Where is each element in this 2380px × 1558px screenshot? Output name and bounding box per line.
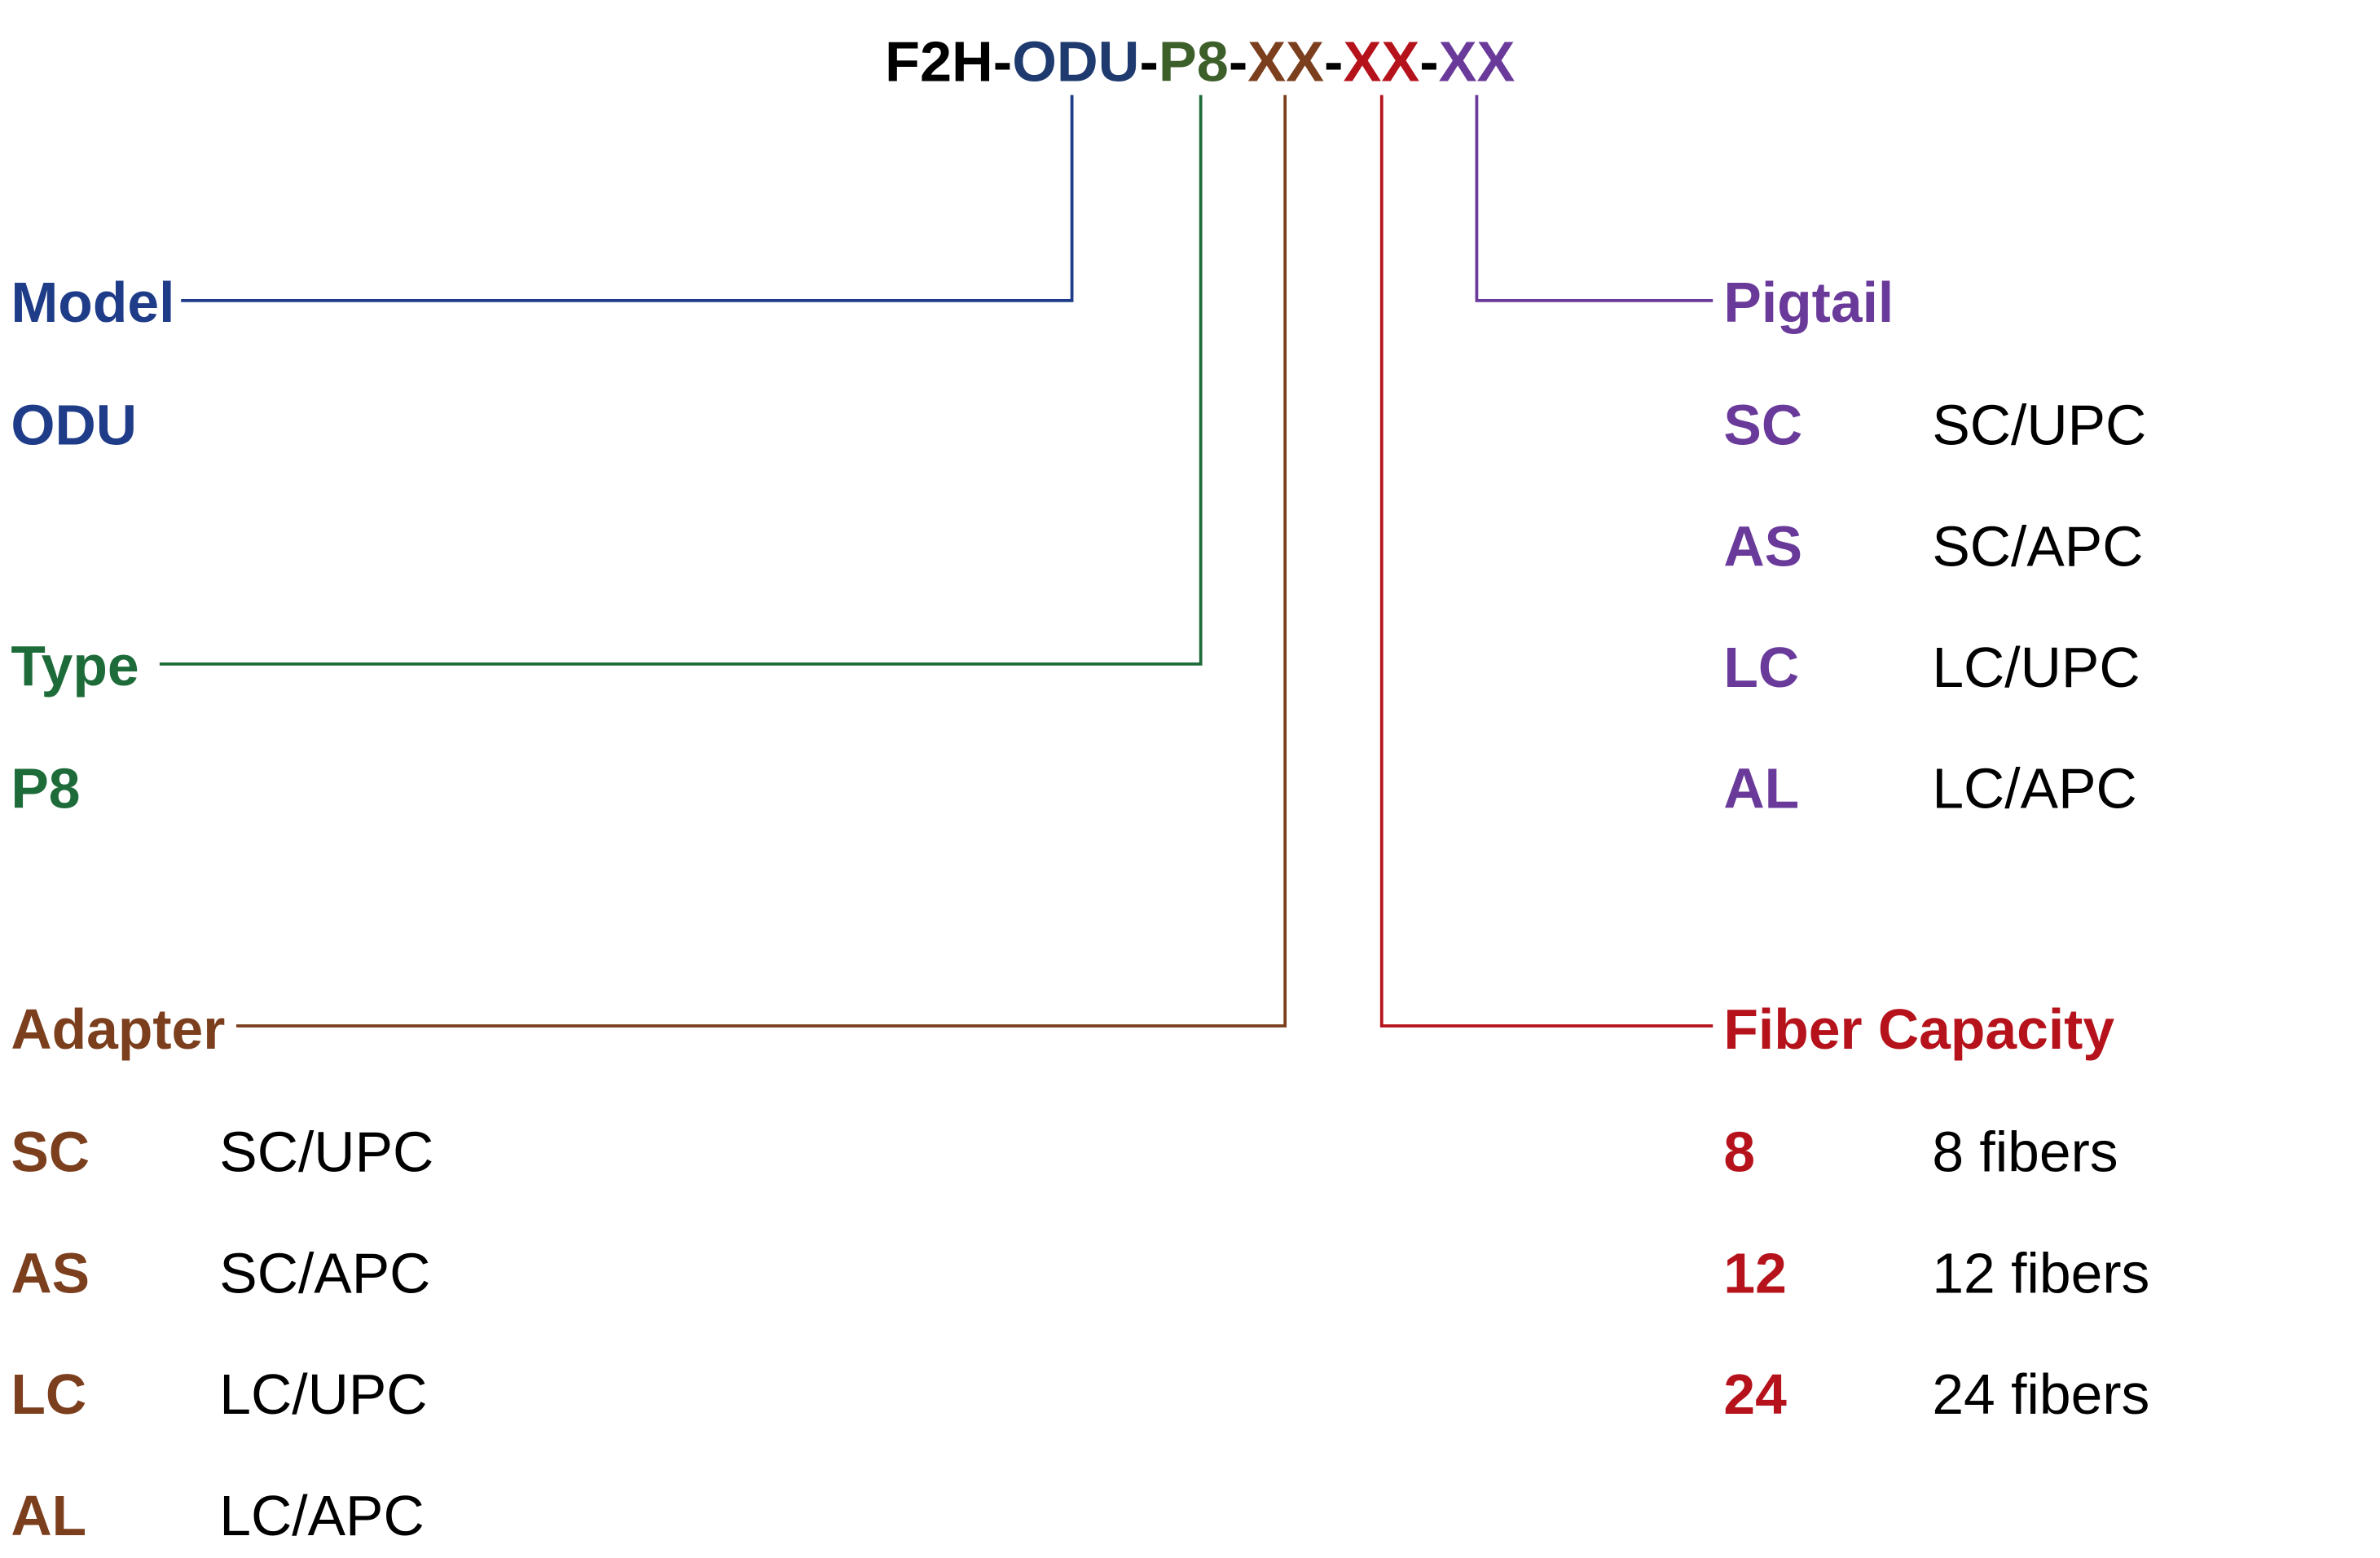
section-title: Adapter	[11, 997, 225, 1061]
option-code: AL	[1723, 757, 1799, 821]
section-title: Pigtail	[1723, 271, 1894, 334]
code-part: ODU	[1012, 30, 1139, 94]
code-part: F2H	[885, 30, 993, 94]
option-code: AL	[11, 1484, 86, 1547]
code-separator: -	[1419, 30, 1438, 94]
model-connector	[181, 95, 1074, 302]
option-code: 8	[1723, 1120, 1755, 1184]
option-code: P8	[11, 757, 80, 821]
option-description: 8 fibers	[1932, 1120, 2118, 1184]
fiber-capacity-connector	[1379, 95, 1714, 1028]
section-title: Model	[11, 271, 174, 334]
section-title: Type	[11, 634, 139, 698]
code-separator: -	[993, 30, 1012, 94]
option-code: LC	[11, 1362, 86, 1426]
code-separator: -	[1324, 30, 1343, 94]
option-description: LC/APC	[1932, 757, 2136, 821]
option-code: ODU	[11, 394, 137, 457]
option-code: AS	[1723, 514, 1802, 578]
option-code: SC	[1723, 394, 1802, 457]
option-description: SC/APC	[219, 1241, 430, 1305]
option-code: 12	[1723, 1241, 1786, 1305]
option-code: SC	[11, 1120, 90, 1184]
option-description: LC/UPC	[1932, 636, 2140, 699]
code-separator: -	[1229, 30, 1247, 94]
ordering-code: F2H-ODU-P8-XX-XX-XX	[885, 30, 1515, 94]
code-part: P8	[1159, 30, 1229, 94]
code-part: XX	[1343, 30, 1419, 94]
adapter-connector	[235, 95, 1287, 1028]
option-description: SC/UPC	[219, 1120, 433, 1184]
code-part: XX	[1439, 30, 1516, 94]
section-title: Fiber Capacity	[1723, 997, 2114, 1061]
option-description: 12 fibers	[1932, 1241, 2149, 1305]
type-connector	[159, 95, 1203, 666]
option-description: LC/UPC	[219, 1362, 427, 1426]
pigtail-connector	[1475, 95, 1714, 302]
option-description: 24 fibers	[1932, 1362, 2149, 1426]
option-description: LC/APC	[219, 1484, 424, 1547]
connectors	[159, 95, 1714, 1028]
option-code: LC	[1723, 636, 1799, 699]
option-code: AS	[11, 1241, 90, 1305]
option-description: SC/APC	[1932, 514, 2143, 578]
code-part: XX	[1247, 30, 1324, 94]
code-separator: -	[1139, 30, 1158, 94]
option-code: 24	[1723, 1362, 1787, 1426]
option-description: SC/UPC	[1932, 394, 2146, 457]
